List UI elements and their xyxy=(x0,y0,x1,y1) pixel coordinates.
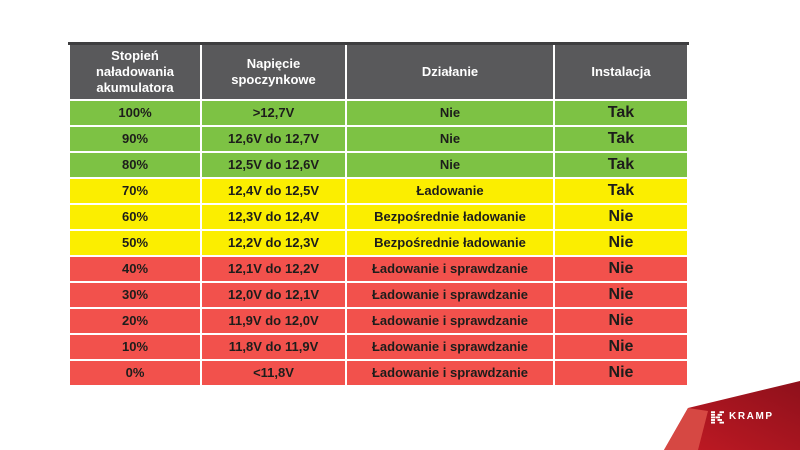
cell-voltage: 11,9V do 12,0V xyxy=(200,306,347,335)
cell-install: Nie xyxy=(553,254,689,283)
cell-install: Tak xyxy=(553,124,689,153)
cell-install: Nie xyxy=(553,306,689,335)
cell-install: Tak xyxy=(553,176,689,205)
cell-voltage: 11,8V do 11,9V xyxy=(200,332,347,361)
cell-action: Ładowanie xyxy=(345,176,555,205)
cell-action: Ładowanie i sprawdzanie xyxy=(345,306,555,335)
table-row: 80% 12,5V do 12,6V Nie Tak xyxy=(68,150,689,179)
table-header: Stopień naładowania akumulatora Napięcie… xyxy=(68,41,689,101)
cell-charge: 70% xyxy=(68,176,202,205)
cell-charge: 20% xyxy=(68,306,202,335)
cell-voltage: <11,8V xyxy=(200,358,347,387)
table-row: 20% 11,9V do 12,0V Ładowanie i sprawdzanie… xyxy=(68,306,689,335)
cell-charge: 100% xyxy=(68,98,202,127)
cell-install: Nie xyxy=(553,202,689,231)
header-action: Działanie xyxy=(345,41,555,101)
cell-voltage: 12,5V do 12,6V xyxy=(200,150,347,179)
cell-voltage: 12,3V do 12,4V xyxy=(200,202,347,231)
cell-action: Ładowanie i sprawdzanie xyxy=(345,254,555,283)
table-row: 100% >12,7V Nie Tak xyxy=(68,98,689,127)
kramp-logo: KRAMP xyxy=(711,410,774,424)
cell-action: Nie xyxy=(345,150,555,179)
cell-action: Nie xyxy=(345,98,555,127)
cell-charge: 40% xyxy=(68,254,202,283)
cell-install: Tak xyxy=(553,98,689,127)
battery-charge-table: Stopień naładowania akumulatora Napięcie… xyxy=(68,41,689,387)
kramp-ribbon xyxy=(640,378,800,450)
header-resting-voltage: Napięcie spoczynkowe xyxy=(200,41,347,101)
table-row: 70% 12,4V do 12,5V Ładowanie Tak xyxy=(68,176,689,205)
table-row: 50% 12,2V do 12,3V Bezpośrednie ładowanie N… xyxy=(68,228,689,257)
cell-action: Bezpośrednie ładowanie xyxy=(345,228,555,257)
cell-voltage: 12,0V do 12,1V xyxy=(200,280,347,309)
header-charge-level: Stopień naładowania akumulatora xyxy=(68,41,202,101)
cell-charge: 50% xyxy=(68,228,202,257)
table-row: 0% <11,8V Ładowanie i sprawdzanie Nie xyxy=(68,358,689,387)
header-installation: Instalacja xyxy=(553,41,689,101)
table-row: 30% 12,0V do 12,1V Ładowanie i sprawdzanie… xyxy=(68,280,689,309)
cell-charge: 90% xyxy=(68,124,202,153)
cell-install: Nie xyxy=(553,358,689,387)
cell-install: Nie xyxy=(553,332,689,361)
ribbon-shape xyxy=(664,381,800,450)
table-row: 40% 12,1V do 12,2V Ładowanie i sprawdzanie… xyxy=(68,254,689,283)
cell-action: Ładowanie i sprawdzanie xyxy=(345,332,555,361)
cell-voltage: 12,2V do 12,3V xyxy=(200,228,347,257)
cell-charge: 80% xyxy=(68,150,202,179)
cell-action: Ładowanie i sprawdzanie xyxy=(345,358,555,387)
table-row: 60% 12,3V do 12,4V Bezpośrednie ładowanie N… xyxy=(68,202,689,231)
cell-install: Nie xyxy=(553,228,689,257)
header-row: Stopień naładowania akumulatora Napięcie… xyxy=(68,41,689,101)
cell-charge: 10% xyxy=(68,332,202,361)
cell-install: Tak xyxy=(553,150,689,179)
cell-action: Ładowanie i sprawdzanie xyxy=(345,280,555,309)
ribbon-fold-polygon xyxy=(664,408,708,450)
cell-voltage: 12,4V do 12,5V xyxy=(200,176,347,205)
table-row: 10% 11,8V do 11,9V Ładowanie i sprawdzanie… xyxy=(68,332,689,361)
cell-charge: 30% xyxy=(68,280,202,309)
table-body: 100% >12,7V Nie Tak 90% 12,6V do 12,7V Nie Tak 8… xyxy=(68,98,689,387)
kramp-k-icon xyxy=(711,410,724,424)
cell-action: Nie xyxy=(345,124,555,153)
cell-voltage: >12,7V xyxy=(200,98,347,127)
table-row: 90% 12,6V do 12,7V Nie Tak xyxy=(68,124,689,153)
cell-charge: 60% xyxy=(68,202,202,231)
cell-charge: 0% xyxy=(68,358,202,387)
cell-action: Bezpośrednie ładowanie xyxy=(345,202,555,231)
kramp-brand-text: KRAMP xyxy=(729,411,774,422)
cell-install: Nie xyxy=(553,280,689,309)
cell-voltage: 12,6V do 12,7V xyxy=(200,124,347,153)
cell-voltage: 12,1V do 12,2V xyxy=(200,254,347,283)
